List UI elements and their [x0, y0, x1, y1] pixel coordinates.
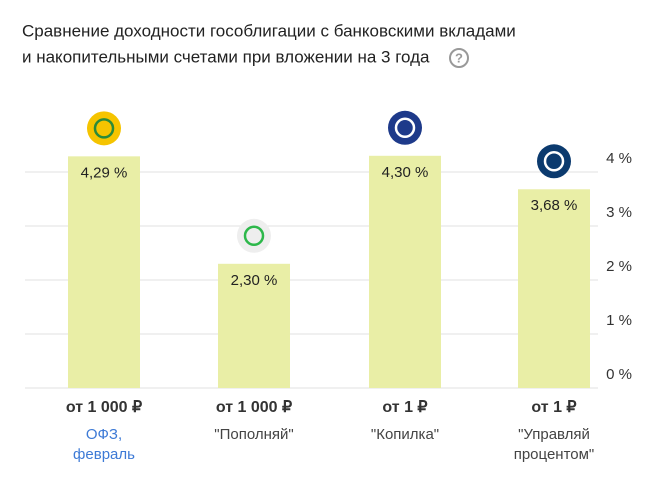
bar	[369, 155, 441, 388]
logo-circle	[537, 144, 571, 179]
bar	[218, 263, 290, 388]
logo-circle	[388, 110, 422, 145]
logo-inner	[243, 225, 265, 247]
value-label: 3,68 %	[531, 197, 578, 214]
y-tick-label: 4 %	[606, 150, 632, 167]
category-note: процентом"	[514, 446, 595, 463]
bar	[518, 189, 590, 388]
svg-text:?: ?	[455, 50, 463, 65]
logo-circle	[237, 218, 271, 253]
x-tick-label: от 1 000 ₽	[216, 399, 292, 416]
chart-title: и накопительными счетами при вложении на…	[22, 47, 430, 66]
x-tick-label: от 1 ₽	[531, 399, 576, 416]
x-tick-label: от 1 000 ₽	[66, 399, 142, 416]
help-icon[interactable]: ?	[449, 48, 469, 68]
category-note: февраль	[73, 446, 135, 463]
chart-title: Сравнение доходности гособлигации с банк…	[22, 21, 516, 40]
value-label: 4,30 %	[382, 164, 429, 181]
logo-inner	[93, 118, 115, 139]
y-tick-label: 2 %	[606, 258, 632, 275]
logo-circle	[87, 111, 121, 146]
bank-logo	[537, 144, 571, 179]
value-label: 2,30 %	[231, 272, 278, 289]
y-tick-label: 3 %	[606, 204, 632, 221]
x-tick-label: от 1 ₽	[382, 399, 427, 416]
category-note: "Управляй	[518, 426, 590, 443]
logo-inner	[394, 117, 416, 139]
bank-logo	[87, 111, 121, 146]
logo-inner	[543, 151, 565, 172]
y-tick-label: 1 %	[606, 312, 632, 329]
category-note: "Пополняй"	[214, 426, 293, 443]
bank-logo	[237, 218, 271, 253]
bank-logo	[388, 110, 422, 145]
category-note: ОФЗ,	[86, 426, 122, 443]
y-tick-label: 0 %	[606, 366, 632, 383]
bar	[68, 156, 140, 388]
value-label: 4,29 %	[81, 164, 128, 181]
category-note: "Копилка"	[371, 426, 439, 443]
